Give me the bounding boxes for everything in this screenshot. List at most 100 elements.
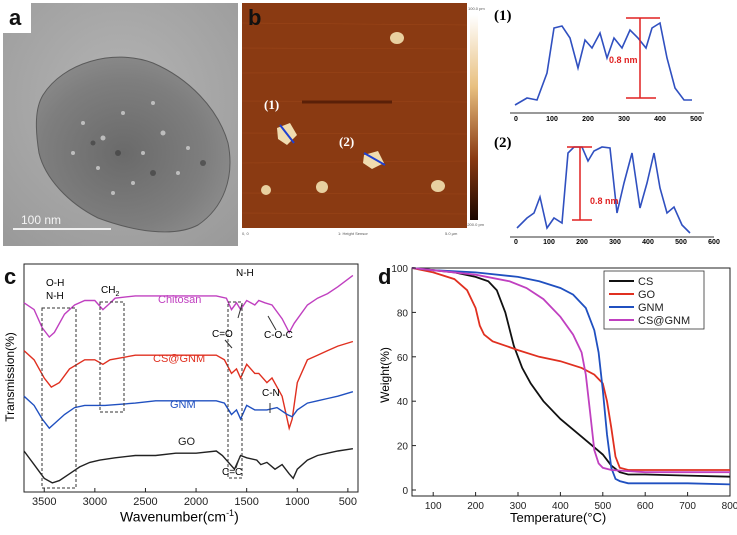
ftir-line-csgnm <box>23 340 354 431</box>
colorbar-bottom-label: -200.0 pm <box>466 222 485 227</box>
profile-2-label: (2) <box>494 135 512 151</box>
ftir-frame <box>23 263 359 493</box>
tga-xtick-label: 500 <box>594 501 611 512</box>
tga-xlabel-unit: °C <box>587 510 602 525</box>
tga-xtick-label: 600 <box>637 501 654 512</box>
tga-xtick-label: 200 <box>467 501 484 512</box>
ftir-xtick-label: 1000 <box>285 496 309 508</box>
profile-tick-label: 300 <box>609 239 621 246</box>
afm-image <box>241 3 487 246</box>
graphene-sheet <box>35 56 231 233</box>
ftir-xlabel: Wavenumber(cm-1) <box>120 508 239 525</box>
tga-line-gnm <box>411 267 731 486</box>
afm-axis-left: 0, 0 <box>242 231 249 236</box>
ftir-annot-co: C=O <box>212 329 233 340</box>
profile-2-plot <box>510 146 714 238</box>
ftir-xlabel-end: ) <box>234 508 239 525</box>
profile-1: (1) 0.8 nm 0 100 200 300 400 500 <box>492 8 732 133</box>
ftir-annot-coc: C-O-C <box>264 330 293 341</box>
ftir-line-chitosan <box>23 274 354 339</box>
profile-tick-label: 300 <box>618 116 630 123</box>
profile-tick-label: 400 <box>642 239 654 246</box>
ftir-annot-ch2-text: CH <box>101 285 116 296</box>
tga-xtick-label: 300 <box>510 501 527 512</box>
tga-xtick-label: 700 <box>679 501 696 512</box>
tga-xtick-label: 800 <box>722 501 737 512</box>
ftir-xlabel-sup: -1 <box>226 508 235 518</box>
panel-label-a: a <box>9 5 22 30</box>
profile-1-plot <box>510 17 704 114</box>
profile-tick-label: 200 <box>582 116 594 123</box>
tga-ytick-label: 60 <box>397 353 409 364</box>
afm-axis-right: 5.0 µm <box>445 231 458 236</box>
tem-scalebar-label: 100 nm <box>21 213 62 227</box>
tga-legend-label: GNM <box>638 302 664 314</box>
tga-ytick-label: 0 <box>402 486 408 497</box>
profile-2-annotation: 0.8 nm <box>590 196 619 206</box>
panel-label-d: d <box>378 264 392 289</box>
profile-tick-label: 100 <box>543 239 555 246</box>
tga-line-go <box>411 267 730 471</box>
panel-c: 3500 3000 2500 2000 1500 1000 500 c Transmissi… <box>0 258 365 530</box>
profile-1-label: (1) <box>494 8 512 24</box>
tga-frame <box>411 267 731 497</box>
ftir-xtick-label: 1500 <box>234 496 258 508</box>
panel-a: a 100 nm <box>3 3 238 246</box>
tga-ytick-label: 100 <box>391 264 408 275</box>
ftir-xtick-label: 2000 <box>184 496 208 508</box>
ftir-ylabel: Transmission(%) <box>3 332 17 422</box>
tga-line-csgnm <box>411 267 730 474</box>
ftir-line-gnm <box>23 391 354 430</box>
tga-xtick-label: 100 <box>425 501 442 512</box>
afm-marker-1: (1) <box>264 97 280 112</box>
ftir-xtick-label: 2500 <box>133 496 157 508</box>
ftir-series-label-chitosan: Chitosan <box>158 294 202 306</box>
profile-tick-label: 0 <box>514 116 518 123</box>
tga-ytick-label: 80 <box>397 308 409 319</box>
tga-xlabel: Temperature(°C) <box>510 510 606 525</box>
ftir-annot-nh1: N-H <box>46 291 64 302</box>
ftir-series-label-csgnm: CS@GNM <box>153 353 206 365</box>
profile-tick-label: 0 <box>514 239 518 246</box>
tga-xlabel-end: ) <box>601 510 607 525</box>
ftir-xtick-label: 3500 <box>32 496 56 508</box>
tga-legend-label: GO <box>638 289 656 301</box>
ftir-xtick-label: 500 <box>339 496 357 508</box>
profile-tick-label: 500 <box>690 116 702 123</box>
tga-ylabel: Weight(%) <box>378 347 392 403</box>
panel-label-c: c <box>4 264 17 289</box>
tga-legend-label: CS@GNM <box>638 315 690 327</box>
ftir-xtick-label: 3000 <box>83 496 107 508</box>
tga-ytick-label: 20 <box>397 442 409 453</box>
profile-tick-label: 500 <box>675 239 687 246</box>
ftir-annot-cc: C=C <box>222 467 243 478</box>
ftir-annot-nh2: N-H <box>236 268 254 279</box>
panel-label-b: b <box>248 5 262 30</box>
profile-tick-label: 200 <box>576 239 588 246</box>
ftir-series-label-gnm: GNM <box>170 399 196 411</box>
tga-legend-label: CS <box>638 276 653 288</box>
afm-axis-center: 1: Height Sensor <box>338 231 368 236</box>
panel-b: b (1) (2) 0, 0 1: Height Sensor 5.0 µm 1… <box>241 3 487 246</box>
panel-d: 100 200 300 400 500 600 700 800 0 20 40 60 80 100 CS G… <box>372 258 737 530</box>
profile-tick-label: 400 <box>654 116 666 123</box>
afm-marker-2: (2) <box>339 134 355 149</box>
ftir-annot-cn: C-N <box>262 388 280 399</box>
tem-image <box>3 3 238 246</box>
tga-line-cs <box>411 267 731 478</box>
ftir-series-label-go: GO <box>178 436 196 448</box>
ftir-line-go <box>23 448 354 484</box>
ftir-chart: 3500 3000 2500 2000 1500 1000 500 <box>23 263 359 508</box>
tga-xtick-label: 400 <box>552 501 569 512</box>
ftir-annot-ch2-sub: 2 <box>115 291 120 298</box>
tga-ytick-label: 40 <box>397 397 409 408</box>
colorbar-top-label: 100.0 pm <box>468 6 485 11</box>
ftir-annot-ch2: CH2 <box>101 285 119 298</box>
ftir-xlabel-text: Wavenumber(cm <box>120 508 227 525</box>
profile-tick-label: 100 <box>546 116 558 123</box>
ftir-annot-oh: O-H <box>46 278 65 289</box>
tga-xlabel-text: Temperature( <box>510 510 588 525</box>
profile-2: (2) 0.8 nm 0 100 200 300 400 500 600 <box>492 133 732 253</box>
profile-1-annotation: 0.8 nm <box>609 55 638 65</box>
